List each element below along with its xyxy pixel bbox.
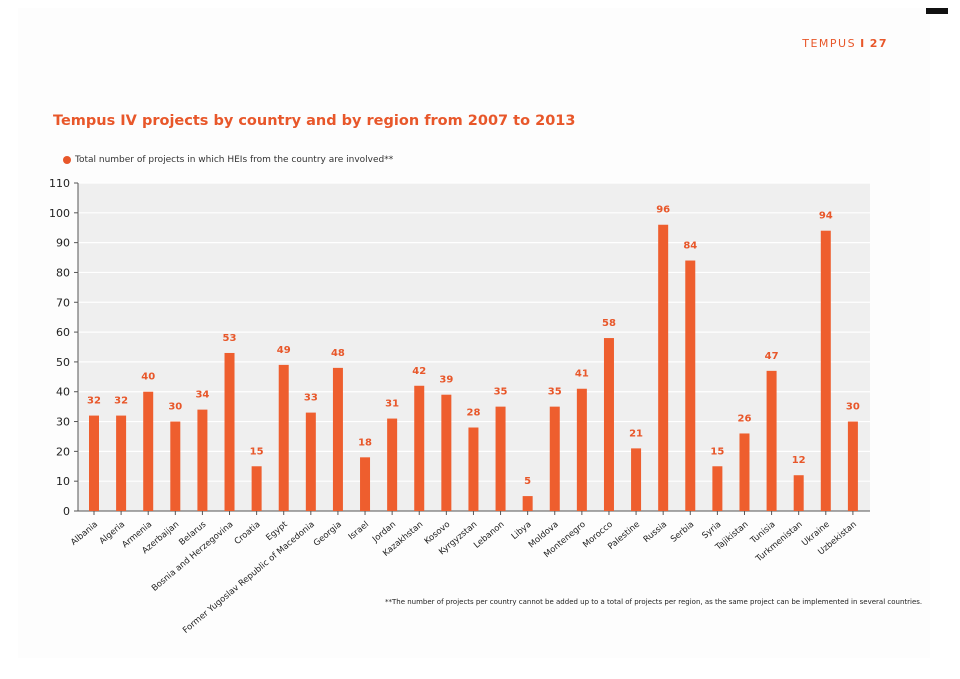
data-label: 12 [792, 455, 806, 466]
y-tick-label: 10 [56, 475, 70, 488]
y-tick-label: 40 [56, 386, 70, 399]
x-tick-label: Albania [69, 520, 100, 548]
bar [278, 364, 289, 511]
y-tick-label: 110 [49, 177, 70, 190]
bar [360, 457, 371, 511]
x-tick-label: Russia [642, 520, 669, 545]
data-label: 53 [223, 333, 237, 344]
y-tick-label: 0 [63, 505, 70, 518]
data-label: 30 [168, 402, 182, 413]
bar [549, 406, 560, 511]
bar [631, 448, 642, 511]
y-tick-label: 30 [56, 416, 70, 429]
x-tick-label: Libya [510, 520, 534, 542]
data-label: 40 [141, 372, 155, 383]
y-tick-label: 60 [56, 326, 70, 339]
x-tick-label: Syria [700, 520, 723, 541]
data-label: 48 [331, 348, 345, 359]
y-tick-label: 70 [56, 296, 70, 309]
bar [739, 433, 750, 511]
data-label: 32 [114, 396, 128, 407]
bar [251, 466, 262, 511]
y-tick-label: 50 [56, 356, 70, 369]
bar [332, 367, 343, 511]
data-label: 21 [629, 428, 643, 439]
data-label: 31 [385, 399, 399, 410]
data-label: 94 [819, 211, 833, 222]
x-tick-label: Croatia [233, 520, 263, 547]
bar [820, 230, 831, 511]
bar [495, 406, 506, 511]
bar [170, 421, 181, 511]
header-separator: I [860, 37, 866, 50]
bar [685, 260, 696, 511]
x-tick-label: Georgia [312, 520, 344, 549]
data-label: 84 [683, 241, 697, 252]
data-label: 58 [602, 318, 616, 329]
header-page-number: 27 [869, 37, 888, 50]
bar [224, 352, 235, 511]
bar [658, 224, 669, 511]
bar [712, 466, 723, 511]
legend-label: Total number of projects in which HEIs f… [75, 155, 394, 165]
x-tick-label: Turkmenistan [754, 520, 805, 565]
data-label: 42 [412, 366, 426, 377]
bar [468, 427, 479, 511]
y-tick-label: 100 [49, 207, 70, 220]
bar [116, 415, 127, 511]
data-label: 34 [195, 390, 209, 401]
data-label: 28 [466, 408, 480, 419]
bar [305, 412, 316, 511]
data-label: 26 [738, 413, 752, 424]
footnote: **The number of projects per country can… [385, 598, 923, 606]
data-label: 39 [439, 375, 453, 386]
y-tick-label: 90 [56, 237, 70, 250]
y-tick-label: 20 [56, 445, 70, 458]
x-tick-label: Lebanon [472, 520, 506, 551]
bar [89, 415, 99, 511]
bar [522, 496, 533, 511]
chart-title: Tempus IV projects by country and by reg… [53, 113, 576, 129]
data-label: 18 [358, 437, 372, 448]
bar [441, 394, 452, 511]
data-label: 35 [548, 387, 562, 398]
data-label: 96 [656, 205, 670, 216]
data-label: 41 [575, 369, 589, 380]
scan-corner-mark [926, 8, 948, 14]
legend-dot-icon [63, 156, 71, 164]
data-label: 5 [524, 476, 531, 487]
data-label: 35 [494, 387, 508, 398]
bar [793, 475, 804, 511]
data-label: 47 [765, 351, 779, 362]
x-tick-label: Serbia [669, 520, 696, 545]
bar [414, 385, 425, 511]
bar [143, 391, 154, 511]
header-section: TEMPUS [802, 37, 857, 50]
bar [603, 338, 614, 511]
bar [387, 418, 398, 511]
data-label: 30 [846, 402, 860, 413]
data-label: 15 [250, 446, 264, 457]
bar [576, 388, 587, 511]
y-tick-label: 80 [56, 266, 70, 279]
chart-legend: Total number of projects in which HEIs f… [63, 155, 393, 165]
x-tick-label: Israel [347, 520, 371, 543]
bar [847, 421, 858, 511]
bar [766, 370, 777, 511]
data-label: 15 [710, 446, 724, 457]
data-label: 32 [87, 396, 101, 407]
data-label: 49 [277, 345, 291, 356]
page-header: TEMPUS I 27 [802, 37, 888, 50]
data-label: 33 [304, 393, 318, 404]
bar [197, 409, 208, 511]
